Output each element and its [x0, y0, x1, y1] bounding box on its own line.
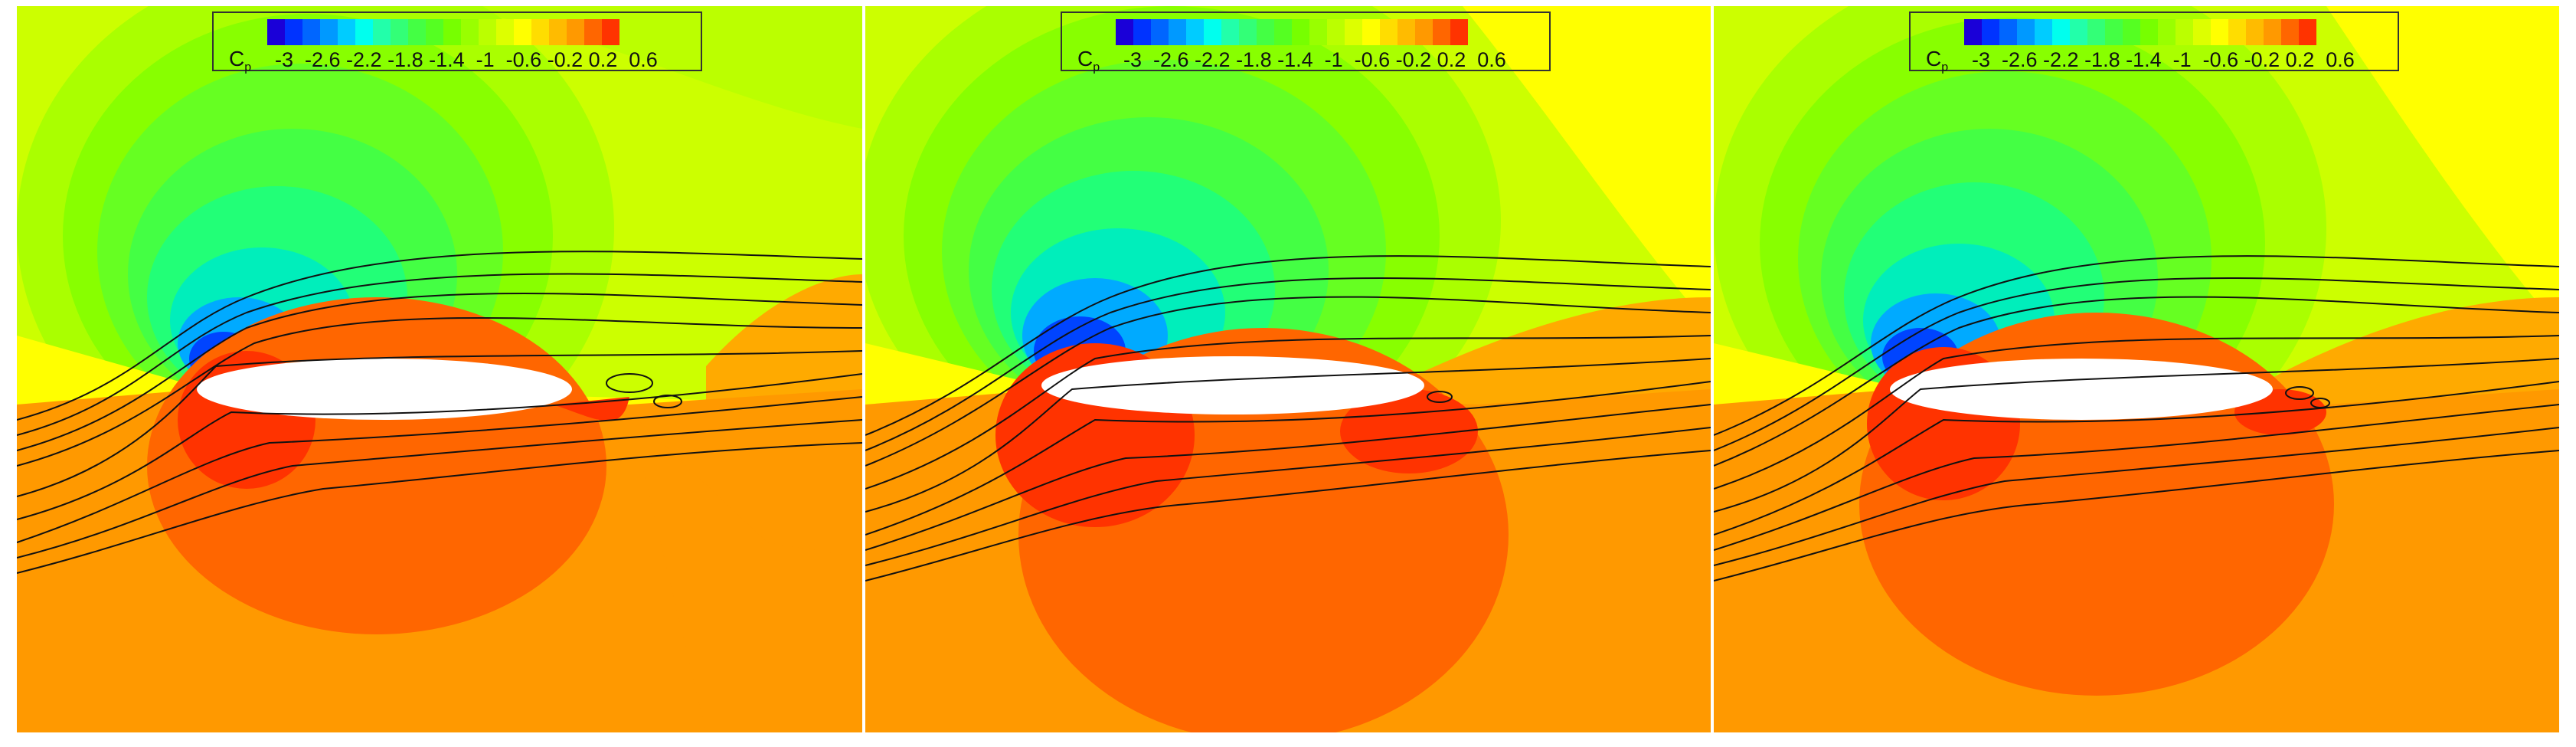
colorbar-tick-labels: -3 -2.6 -2.2 -1.8 -1.4 -1 -0.6 -0.2 0.2 … [275, 48, 658, 71]
cp-label: Cp [1926, 47, 1949, 74]
contour-panel-3: Cp -3 -2.6 -2.2 -1.8 -1.4 -1 -0.6 -0.2 0… [1714, 6, 2559, 732]
cp-label: Cp [229, 47, 252, 74]
colorbar [1116, 19, 1468, 45]
cp-colorbar-legend: Cp -3 -2.6 -2.2 -1.8 -1.4 -1 -0.6 -0.2 0… [1909, 11, 2399, 74]
airfoil-shape [197, 359, 572, 420]
colorbar-tick-labels: -3 -2.6 -2.2 -1.8 -1.4 -1 -0.6 -0.2 0.2 … [1123, 48, 1506, 71]
cp-label: Cp [1077, 47, 1100, 74]
airfoil-shape [1041, 356, 1424, 414]
pressure-contour-field [1714, 6, 2559, 732]
cp-colorbar-legend: Cp -3 -2.6 -2.2 -1.8 -1.4 -1 -0.6 -0.2 0… [212, 11, 702, 74]
airfoil-shape [1890, 359, 2273, 420]
contour-panel-2: Cp -3 -2.6 -2.2 -1.8 -1.4 -1 -0.6 -0.2 0… [865, 6, 1711, 732]
colorbar-tick-labels: -3 -2.6 -2.2 -1.8 -1.4 -1 -0.6 -0.2 0.2 … [1972, 48, 2355, 71]
cp-colorbar-legend: Cp -3 -2.6 -2.2 -1.8 -1.4 -1 -0.6 -0.2 0… [1061, 11, 1551, 74]
colorbar [1964, 19, 2316, 45]
pressure-contour-field [17, 6, 862, 732]
colorbar [267, 19, 619, 45]
contour-panel-1: Cp -3 -2.6 -2.2 -1.8 -1.4 -1 -0.6 -0.2 0… [17, 6, 862, 732]
pressure-contour-field [865, 6, 1711, 732]
